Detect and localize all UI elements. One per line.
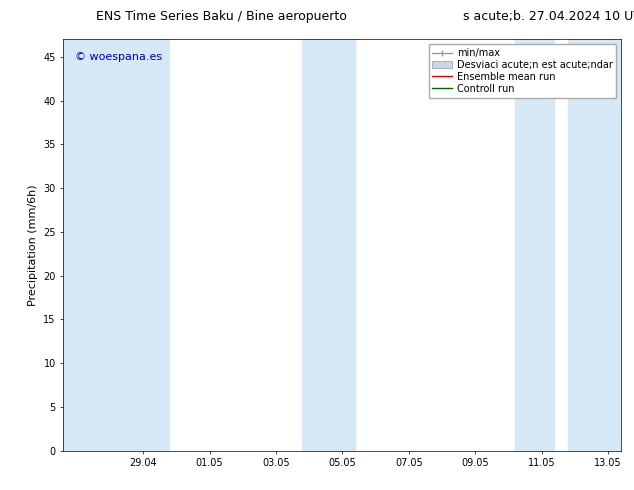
Y-axis label: Precipitation (mm/6h): Precipitation (mm/6h) (28, 184, 37, 306)
Legend: min/max, Desviaci acute;n est acute;ndar, Ensemble mean run, Controll run: min/max, Desviaci acute;n est acute;ndar… (429, 44, 616, 98)
Bar (302, 39, 355, 451)
Bar (568, 39, 621, 451)
Bar (63, 39, 117, 451)
Text: s acute;b. 27.04.2024 10 UTC: s acute;b. 27.04.2024 10 UTC (463, 10, 634, 23)
Bar (117, 39, 169, 451)
Text: ENS Time Series Baku / Bine aeropuerto: ENS Time Series Baku / Bine aeropuerto (96, 10, 347, 23)
Bar (515, 39, 554, 451)
Text: © woespana.es: © woespana.es (75, 51, 162, 62)
